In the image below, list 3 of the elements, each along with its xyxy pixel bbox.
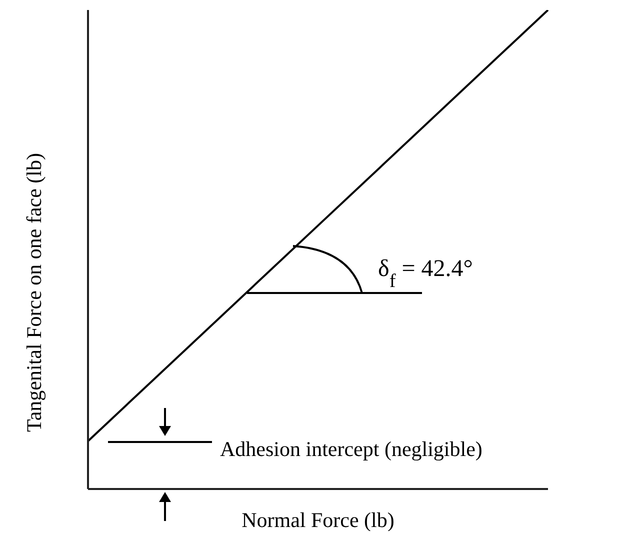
annotation: Adhesion intercept (negligible) xyxy=(220,437,482,461)
annotation: δ$_{f}$ = 42.4° xyxy=(378,256,473,292)
y-axis-title: Tangenital Force on one face (lb) xyxy=(22,152,47,434)
